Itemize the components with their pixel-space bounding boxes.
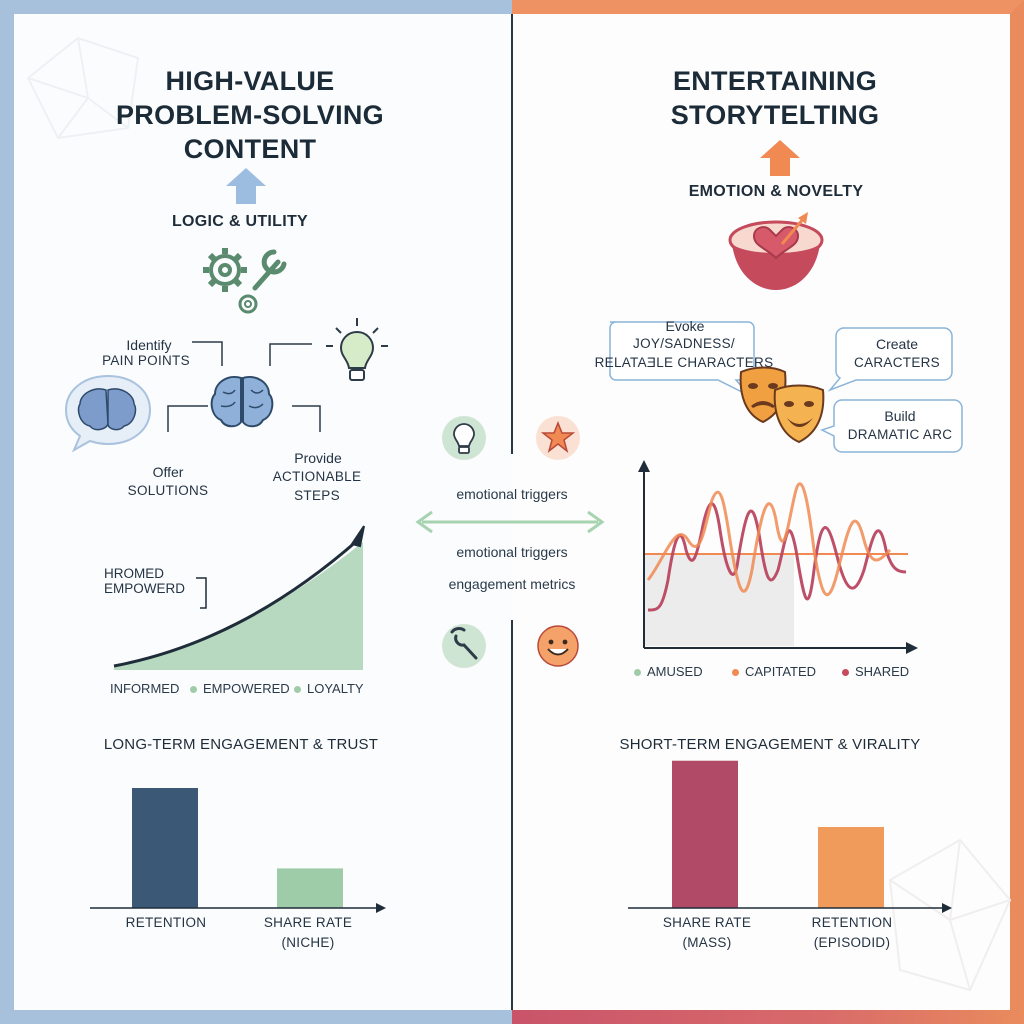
lightbulb-icon [326, 318, 388, 381]
bar-label-share-mass: SHARE RATE (MASS) [652, 913, 762, 953]
legend-capitated: CAPITATED [732, 664, 816, 679]
actionable-label: ACTIONABLE [272, 469, 362, 484]
steps-label: STEPS [294, 488, 340, 503]
solutions-label: SOLUTIONS [127, 483, 209, 498]
legend-dot [634, 669, 641, 677]
legend-informed: INFORMED [110, 681, 180, 696]
growth-annotation-line: HROMED [104, 566, 164, 581]
mid-label-1: emotional triggers [456, 486, 568, 502]
legend-dot [732, 669, 739, 677]
left-title-line: CONTENT [183, 134, 317, 164]
left-outcome: LONG-TERM ENGAGEMENT & TRUST [103, 736, 379, 753]
legend-dot [190, 686, 197, 694]
create-label: Create [875, 336, 919, 352]
bar-label-line: SHARE RATE [263, 915, 353, 930]
decorative-polygon-icon [888, 838, 1012, 992]
x-axis-arrow-icon [942, 903, 952, 913]
bar-label-share-niche: SHARE RATE (NICHE) [258, 913, 358, 953]
center-divider-bottom [511, 620, 513, 1010]
wrench-circle-icon [442, 624, 486, 668]
growth-annotation-line: EMPOWERD [104, 581, 185, 596]
relatable-characters-label: RELATAƎLE CHARACTERS [594, 355, 774, 370]
mid-label-2: emotional triggers [456, 544, 568, 560]
legend-loyalty-label: LOYALTY [307, 681, 364, 696]
right-bar-chart [628, 760, 952, 913]
bar-retention [132, 788, 198, 908]
up-arrow-icon [226, 168, 266, 204]
bar-label-line: (EPISODID) [813, 935, 891, 950]
legend-empowered-label: EMPOWERED [203, 681, 290, 696]
build-label: Build [884, 408, 916, 424]
legend-dot [842, 669, 849, 677]
legend-loyalty: LOYALTY [294, 681, 364, 696]
x-axis-arrow-icon [376, 903, 386, 913]
right-panel [512, 0, 1024, 1024]
left-panel [0, 0, 512, 1024]
legend-empowered: EMPOWERED [190, 681, 290, 696]
legend-amused: AMUSED [634, 664, 703, 679]
smiley-circle-icon [537, 625, 579, 667]
up-arrow-icon [760, 140, 800, 176]
left-title-line: HIGH-VALUE [165, 66, 335, 96]
right-title: ENTERTAINING STORYTELTING [630, 64, 920, 132]
double-arrow-icon [415, 510, 605, 534]
emotion-wave-chart [638, 460, 918, 654]
identify-line: Identify [126, 337, 172, 353]
provide-label: Provide [294, 450, 342, 466]
theater-masks-icon [739, 366, 825, 444]
bar-label-line: (MASS) [682, 935, 732, 950]
joy-sadness-label: JOY/SADNESS/ [633, 336, 735, 351]
step-connectors [167, 341, 321, 432]
mid-label-3: engagement metrics [448, 576, 576, 592]
legend-dot [294, 686, 301, 694]
right-title-line: STORYTELTING [670, 100, 880, 130]
identify-label: Identify [104, 335, 194, 355]
brain-icon [210, 376, 274, 428]
bar-label-line: RETENTION [811, 915, 893, 930]
bar-retention-episodic [818, 827, 884, 908]
bar-share-rate-mass [672, 760, 738, 908]
right-outcome: SHORT-TERM ENGAGEMENT & VIRALITY [619, 736, 921, 753]
center-divider-top [511, 14, 513, 454]
right-title-line: ENTERTAINING [672, 66, 878, 96]
dramatic-arc-label: DRAMATIC ARC [847, 427, 953, 442]
bar-label-retention-episodic: RETENTION (EPISODID) [796, 913, 908, 953]
brain-speech-bubble-icon [64, 374, 152, 453]
left-title: HIGH-VALUE PROBLEM-SOLVING CONTENT [100, 64, 400, 166]
bar-label-retention: RETENTION [116, 913, 216, 933]
heart-bowl-icon [728, 212, 824, 290]
left-title-line: PROBLEM-SOLVING [115, 100, 384, 130]
left-bar-chart [90, 788, 386, 913]
offer-label: Offer [152, 464, 184, 480]
star-circle-icon [536, 416, 580, 460]
bar-label-line: SHARE RATE [662, 915, 752, 930]
build-speech-bubble [820, 399, 963, 453]
legend-shared-label: SHARED [855, 664, 910, 679]
growth-annotation: HROMED EMPOWERD [104, 566, 194, 596]
pain-points-label: PAIN POINTS [102, 353, 190, 368]
bar-label-line: (NICHE) [281, 935, 335, 950]
left-driver: LOGIC & UTILITY [171, 213, 309, 230]
growth-area-chart [113, 525, 365, 670]
bar-share-rate-niche [277, 868, 343, 908]
gears-wrench-icon [203, 248, 287, 314]
legend-amused-label: AMUSED [647, 664, 703, 679]
decorative-polygon-icon [26, 36, 140, 140]
right-panel-bottom-border [512, 1010, 1024, 1024]
bar-label-line: RETENTION [125, 915, 207, 930]
create-speech-bubble [827, 327, 953, 392]
evoke-label: Evoke [665, 318, 705, 334]
legend-capitated-label: CAPITATED [745, 664, 817, 679]
legend-shared: SHARED [842, 664, 909, 679]
caracters-label: CARACTERS [854, 355, 940, 370]
right-driver: EMOTION & NOVELTY [688, 183, 864, 200]
lightbulb-circle-icon [442, 416, 486, 460]
